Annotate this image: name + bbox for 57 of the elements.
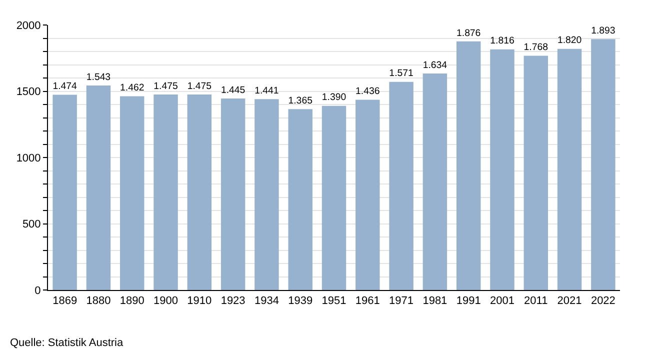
x-tick-label: 2001 — [490, 295, 514, 308]
x-tick-label: 2021 — [557, 295, 582, 308]
bar — [154, 94, 178, 290]
data-label: 1.876 — [456, 28, 481, 39]
bar — [86, 86, 111, 290]
bar — [456, 41, 481, 290]
x-tick-label: 1991 — [456, 295, 481, 308]
bar — [356, 100, 380, 290]
bar — [220, 98, 246, 290]
y-tick-label: 500 — [22, 218, 41, 231]
y-tick-label: 1000 — [16, 152, 41, 164]
bar — [288, 109, 312, 290]
data-label: 1.768 — [524, 42, 548, 54]
data-label: 1.445 — [220, 84, 246, 96]
data-label: 1.820 — [557, 35, 582, 46]
bar — [254, 99, 279, 290]
data-label: 1.475 — [187, 80, 212, 92]
y-tick-label: 2000 — [16, 20, 41, 32]
data-label: 1.571 — [389, 68, 414, 80]
data-label: 1.441 — [254, 85, 279, 96]
data-label: 1.462 — [120, 82, 144, 94]
data-label: 1.390 — [322, 92, 346, 104]
x-tick-label: 1890 — [120, 295, 144, 308]
x-tick-label: 1961 — [355, 295, 380, 308]
x-tick-label: 2022 — [590, 295, 616, 308]
y-tick-label: 1500 — [16, 86, 41, 98]
data-label: 1.475 — [154, 80, 178, 92]
data-label: 1.543 — [86, 72, 111, 83]
bar — [52, 94, 77, 290]
x-tick-label: 1880 — [86, 295, 111, 308]
bar — [557, 48, 582, 290]
x-tick-label: 1951 — [322, 295, 346, 308]
data-label: 1.893 — [591, 26, 616, 37]
bar — [187, 94, 212, 290]
data-label: 1.365 — [288, 96, 312, 106]
bar — [120, 96, 144, 290]
bar — [322, 106, 346, 290]
x-tick-label: 1939 — [288, 295, 313, 308]
bar — [591, 39, 616, 290]
data-label: 1.474 — [52, 81, 78, 92]
x-tick-label: 1900 — [154, 295, 178, 308]
y-tick-label: 0 — [34, 284, 41, 297]
data-label: 1.816 — [490, 36, 514, 47]
bar — [490, 49, 514, 290]
x-tick-label: 1971 — [389, 295, 414, 308]
x-tick-label: 1981 — [422, 295, 448, 308]
x-tick-label: 1934 — [254, 295, 279, 308]
source-note: Quelle: Statistik Austria — [10, 337, 124, 349]
bar — [524, 56, 548, 290]
x-tick-label: 1910 — [187, 295, 212, 308]
data-label: 1.436 — [356, 86, 380, 98]
data-label: 1.634 — [422, 60, 448, 71]
bar — [389, 82, 414, 290]
bar — [422, 73, 448, 290]
x-tick-label: 2011 — [524, 295, 548, 308]
x-tick-label: 1923 — [220, 295, 246, 308]
x-tick-label: 1869 — [52, 295, 78, 308]
